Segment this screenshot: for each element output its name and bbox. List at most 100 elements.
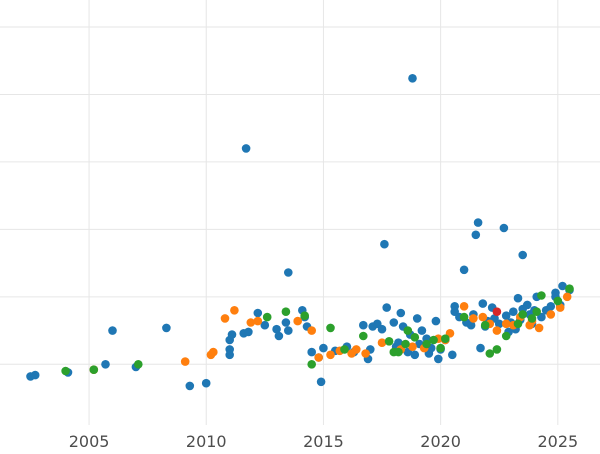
x-tick-label: 2010	[186, 432, 227, 450]
data-point-blue	[459, 265, 469, 275]
data-point-green	[281, 307, 291, 317]
data-point-blue	[466, 320, 476, 330]
data-point-green	[403, 326, 413, 335]
data-point-blue	[253, 308, 263, 318]
data-point-green	[326, 323, 335, 333]
data-point-green	[359, 331, 368, 341]
data-point-blue	[307, 347, 317, 357]
x-tick-label: 2005	[69, 432, 110, 450]
data-point-orange	[293, 316, 303, 326]
data-point-blue	[272, 324, 281, 334]
data-point-orange	[469, 314, 478, 323]
data-point-green	[429, 335, 438, 345]
data-point-orange	[478, 312, 488, 322]
data-point-blue	[434, 354, 443, 364]
data-point-orange	[209, 347, 218, 357]
data-point-green	[527, 314, 537, 323]
data-point-orange	[408, 342, 417, 352]
data-point-orange	[492, 326, 502, 335]
data-point-blue	[509, 307, 518, 317]
data-point-green	[441, 334, 450, 344]
data-point-blue	[108, 326, 117, 335]
data-point-blue	[448, 350, 457, 360]
data-point-green	[89, 365, 99, 375]
x-tick-label: 2020	[420, 432, 461, 450]
data-point-green	[492, 345, 502, 354]
x-tick-label: 2025	[537, 432, 578, 450]
data-point-green	[422, 339, 431, 349]
data-point-green	[501, 331, 511, 341]
data-point-orange	[307, 326, 317, 335]
data-point-blue	[377, 324, 387, 334]
data-point-orange	[230, 306, 239, 315]
data-point-blue	[558, 281, 567, 291]
data-point-orange	[361, 349, 370, 358]
data-point-blue	[201, 378, 211, 388]
data-point-blue	[431, 316, 441, 326]
data-point-blue	[501, 311, 511, 321]
data-point-blue	[359, 320, 368, 330]
data-point-green	[384, 337, 394, 346]
data-point-blue	[410, 350, 420, 360]
data-point-blue	[523, 300, 532, 310]
data-point-green	[532, 307, 541, 317]
data-point-orange	[180, 357, 190, 366]
data-point-green	[340, 345, 349, 354]
data-point-blue	[546, 302, 556, 311]
data-point-orange	[220, 314, 230, 323]
data-point-blue	[162, 323, 171, 333]
data-point-orange	[534, 323, 544, 333]
data-point-blue	[227, 330, 237, 339]
data-point-blue	[284, 326, 293, 335]
data-point-green	[401, 339, 410, 349]
data-point-blue	[30, 370, 40, 380]
data-point-blue	[476, 343, 485, 353]
data-point-blue	[473, 218, 483, 227]
data-point-orange	[501, 319, 511, 329]
data-point-orange	[253, 316, 263, 326]
data-point-blue	[380, 239, 389, 249]
data-point-green	[262, 312, 272, 322]
data-point-blue	[471, 230, 481, 240]
data-point-orange	[246, 318, 256, 327]
data-point-blue	[394, 338, 403, 348]
data-point-orange	[326, 350, 335, 360]
data-point-blue	[551, 288, 560, 298]
grid	[0, 0, 600, 425]
data-point-green	[436, 343, 445, 353]
data-point-orange	[459, 302, 469, 311]
data-point-green	[485, 349, 495, 358]
data-point-blue	[244, 327, 253, 337]
data-point-blue	[281, 318, 291, 327]
data-point-green	[300, 311, 310, 321]
data-point-green	[553, 296, 563, 306]
data-point-blue	[396, 308, 406, 318]
data-point-green	[134, 360, 143, 369]
data-point-blue	[499, 223, 509, 233]
x-axis-ticks: 2005 2010 2015 2020 2025	[69, 432, 578, 451]
data-point-orange	[546, 310, 556, 319]
data-point-orange	[555, 303, 565, 312]
data-point-green	[61, 366, 70, 376]
data-point-blue	[241, 144, 251, 153]
x-tick-label: 2015	[303, 432, 344, 450]
data-point-green	[518, 310, 527, 319]
data-point-blue	[450, 302, 460, 311]
data-point-blue	[316, 377, 326, 387]
data-point-orange	[377, 338, 387, 348]
data-point-blue	[494, 319, 504, 329]
data-point-blue	[408, 74, 417, 83]
data-point-green	[537, 291, 546, 300]
data-point-green	[513, 319, 523, 329]
data-points	[26, 74, 574, 391]
data-point-green	[480, 320, 490, 330]
data-point-blue	[274, 331, 284, 341]
data-point-green	[565, 284, 574, 294]
data-point-green	[394, 347, 403, 357]
data-point-blue	[389, 318, 399, 327]
data-point-blue	[225, 350, 234, 360]
data-point-blue	[412, 314, 422, 323]
data-point-blue	[478, 299, 488, 308]
